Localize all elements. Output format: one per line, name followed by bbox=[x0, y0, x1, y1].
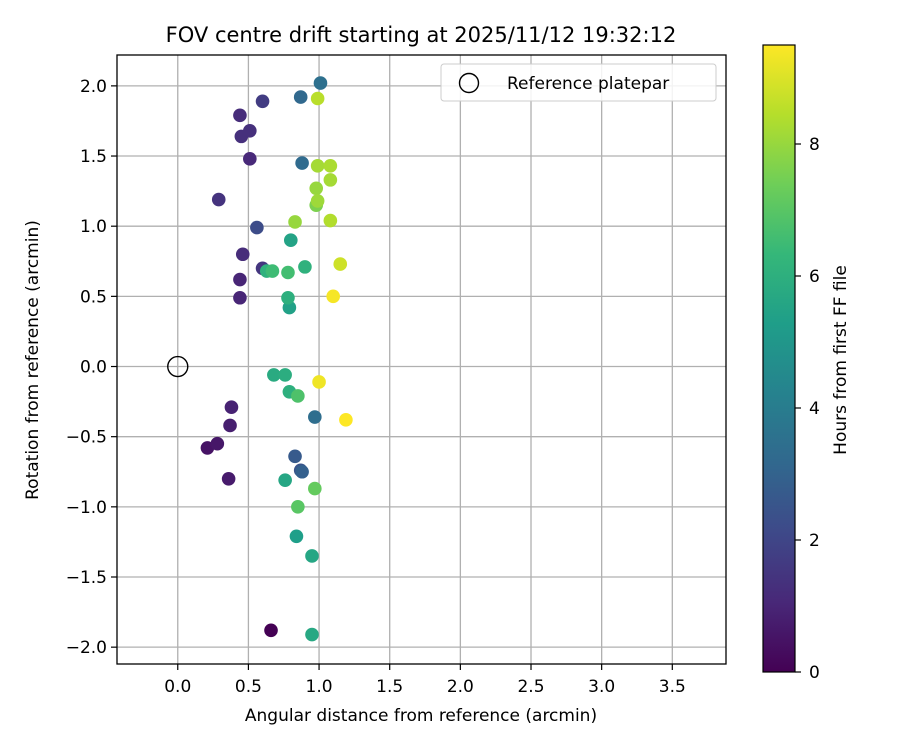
data-point bbox=[313, 76, 328, 90]
colorbar-tick-label: 4 bbox=[809, 399, 820, 419]
y-axis-label: Rotation from reference (arcmin) bbox=[23, 220, 43, 500]
data-point bbox=[223, 418, 237, 433]
colorbar-tick-label: 8 bbox=[809, 135, 820, 155]
data-point bbox=[288, 449, 302, 464]
colorbar-ticks: 0 2 4 6 8 bbox=[795, 135, 820, 683]
chart-title: FOV centre drift starting at 2025/11/12 … bbox=[166, 23, 677, 47]
colorbar-tick-label: 2 bbox=[809, 531, 820, 551]
data-point bbox=[295, 156, 309, 170]
legend-label: Reference platepar bbox=[507, 74, 669, 94]
x-tick-label: 1.0 bbox=[306, 677, 333, 697]
data-point bbox=[326, 289, 340, 304]
colorbar: 0 2 4 6 8 Hours from first FF file bbox=[762, 44, 851, 683]
data-point bbox=[278, 473, 292, 487]
colorbar-tick-label: 0 bbox=[809, 663, 820, 683]
y-tick-label: 0.0 bbox=[80, 358, 107, 378]
x-tick-label: 2.0 bbox=[447, 677, 474, 697]
y-axis: −2.0 −1.5 −1.0 −0.5 0.0 0.5 1.0 1.5 2.0 bbox=[66, 77, 117, 658]
data-point bbox=[305, 549, 319, 563]
data-point bbox=[267, 368, 281, 382]
data-point bbox=[339, 413, 353, 427]
gridlines bbox=[117, 55, 726, 664]
data-point bbox=[291, 500, 305, 514]
data-point bbox=[308, 410, 322, 424]
data-point bbox=[289, 529, 304, 544]
y-tick-label: 2.0 bbox=[80, 77, 107, 97]
x-axis: 0.0 0.5 1.0 1.5 2.0 2.5 3.0 3.5 bbox=[164, 664, 686, 697]
y-tick-label: −1.0 bbox=[66, 498, 107, 518]
colorbar-frame bbox=[762, 44, 796, 673]
reference-platepar-marker bbox=[167, 355, 189, 378]
data-point bbox=[309, 181, 324, 196]
data-point bbox=[312, 375, 326, 389]
data-point bbox=[224, 400, 239, 415]
data-point bbox=[295, 464, 309, 479]
colorbar-label: Hours from first FF file bbox=[831, 265, 851, 455]
data-point bbox=[283, 233, 298, 248]
data-point bbox=[323, 159, 338, 173]
legend-marker-icon bbox=[458, 72, 480, 94]
data-point bbox=[233, 108, 247, 123]
y-tick-label: −2.0 bbox=[66, 638, 107, 658]
data-point bbox=[281, 290, 295, 305]
data-point bbox=[235, 247, 250, 262]
reference-marker-layer bbox=[167, 355, 189, 378]
y-tick-label: 0.5 bbox=[80, 287, 107, 307]
data-point bbox=[310, 194, 325, 208]
data-point bbox=[243, 123, 257, 138]
data-point bbox=[288, 215, 302, 229]
data-point bbox=[291, 389, 305, 403]
x-tick-label: 2.5 bbox=[517, 677, 544, 697]
data-point bbox=[293, 90, 308, 104]
data-point bbox=[250, 220, 264, 235]
data-point bbox=[310, 159, 325, 173]
legend: Reference platepar bbox=[440, 63, 717, 102]
data-point bbox=[278, 368, 292, 382]
data-point bbox=[323, 213, 338, 228]
data-point bbox=[243, 152, 257, 166]
x-tick-label: 0.0 bbox=[164, 677, 191, 697]
data-point bbox=[281, 265, 295, 280]
colorbar-tick-label: 6 bbox=[809, 267, 820, 287]
data-point bbox=[211, 192, 226, 207]
y-tick-label: 1.0 bbox=[80, 217, 107, 237]
plot-frame bbox=[116, 54, 727, 665]
data-points bbox=[200, 76, 353, 642]
x-tick-label: 3.5 bbox=[659, 677, 686, 697]
x-tick-label: 1.5 bbox=[376, 677, 403, 697]
data-point bbox=[221, 471, 236, 486]
data-point bbox=[210, 436, 225, 451]
data-point bbox=[310, 91, 325, 106]
data-point bbox=[255, 94, 270, 109]
data-point bbox=[233, 290, 247, 305]
y-tick-label: −1.5 bbox=[66, 568, 107, 588]
data-point bbox=[323, 173, 338, 187]
y-tick-label: −0.5 bbox=[66, 428, 107, 448]
x-axis-label: Angular distance from reference (arcmin) bbox=[245, 706, 597, 726]
x-tick-label: 0.5 bbox=[235, 677, 262, 697]
data-point bbox=[308, 481, 322, 496]
data-point bbox=[264, 623, 278, 638]
data-point bbox=[233, 272, 247, 287]
data-point bbox=[305, 627, 319, 642]
y-tick-label: 1.5 bbox=[80, 147, 107, 167]
x-tick-label: 3.0 bbox=[588, 677, 615, 697]
data-point bbox=[333, 257, 348, 271]
colorbar-gradient bbox=[763, 45, 795, 672]
data-point bbox=[298, 260, 312, 274]
legend-box bbox=[440, 63, 717, 102]
data-point bbox=[265, 264, 280, 278]
